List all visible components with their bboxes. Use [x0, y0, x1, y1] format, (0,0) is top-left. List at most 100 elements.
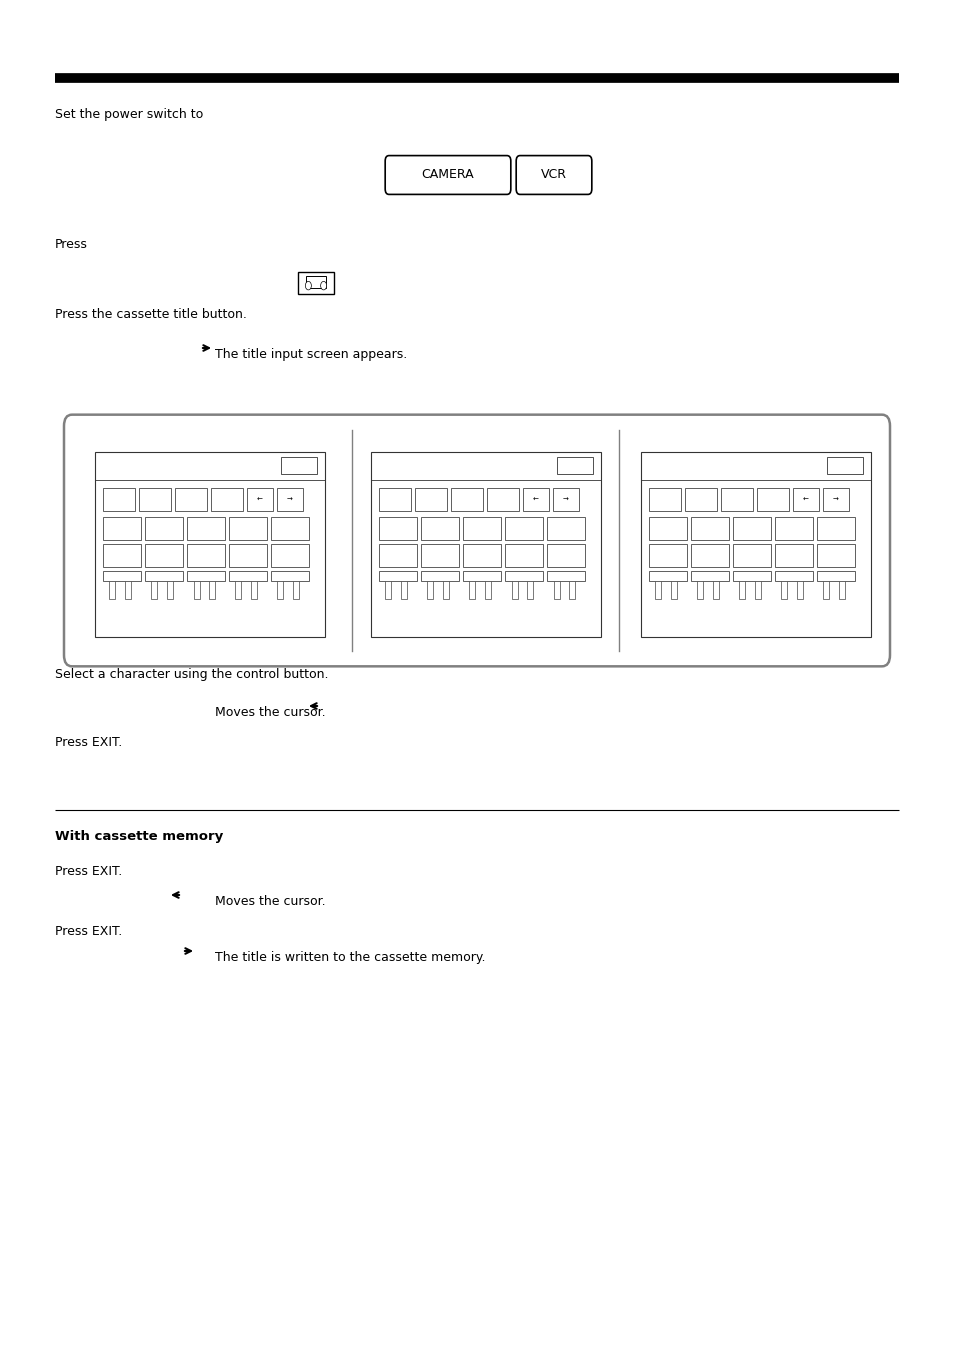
Bar — [378, 516, 416, 539]
Bar — [511, 581, 517, 599]
Bar — [522, 488, 548, 511]
Bar — [187, 544, 225, 566]
Circle shape — [305, 281, 311, 289]
Bar — [378, 488, 411, 511]
Text: →: → — [287, 496, 293, 503]
Bar — [229, 544, 267, 566]
Bar — [229, 516, 267, 539]
Bar — [209, 581, 214, 599]
Bar — [553, 488, 578, 511]
Bar — [103, 516, 141, 539]
Text: ←: ← — [802, 496, 808, 503]
Bar — [415, 488, 447, 511]
Bar — [526, 581, 532, 599]
Bar — [306, 276, 326, 288]
Bar — [568, 581, 574, 599]
Bar — [442, 581, 448, 599]
Text: Moves the cursor.: Moves the cursor. — [214, 706, 325, 719]
Bar — [167, 581, 172, 599]
Bar — [546, 544, 584, 566]
Bar — [720, 488, 752, 511]
Bar — [774, 544, 812, 566]
Bar — [187, 516, 225, 539]
Bar — [297, 272, 334, 293]
Bar — [732, 516, 770, 539]
Text: ←: ← — [533, 496, 538, 503]
Bar — [504, 516, 542, 539]
Bar — [486, 488, 518, 511]
Bar — [469, 581, 475, 599]
Text: Press the cassette title button.: Press the cassette title button. — [55, 308, 247, 320]
FancyBboxPatch shape — [385, 155, 510, 195]
Bar — [420, 516, 458, 539]
Bar — [546, 571, 584, 581]
Bar — [385, 581, 391, 599]
Bar — [145, 516, 183, 539]
Bar — [648, 571, 686, 581]
Bar — [648, 488, 680, 511]
Text: Press EXIT.: Press EXIT. — [55, 735, 122, 749]
Bar — [792, 488, 818, 511]
Bar — [462, 544, 500, 566]
Bar — [277, 581, 283, 599]
Bar — [110, 581, 115, 599]
Bar — [774, 571, 812, 581]
Bar — [754, 581, 760, 599]
Bar — [690, 571, 728, 581]
Bar — [125, 581, 131, 599]
Bar — [139, 488, 171, 511]
FancyBboxPatch shape — [516, 155, 591, 195]
Bar — [371, 452, 600, 637]
Bar — [462, 571, 500, 581]
Bar — [95, 452, 325, 637]
Bar — [690, 544, 728, 566]
Bar — [816, 516, 854, 539]
Bar — [655, 581, 660, 599]
Bar — [235, 581, 241, 599]
Bar — [420, 571, 458, 581]
Bar — [276, 488, 303, 511]
Bar — [822, 581, 828, 599]
Bar — [145, 571, 183, 581]
Bar — [462, 516, 500, 539]
Bar — [739, 581, 744, 599]
Bar — [774, 516, 812, 539]
Circle shape — [320, 281, 326, 289]
Bar — [271, 571, 309, 581]
Bar — [174, 488, 207, 511]
Bar — [781, 581, 786, 599]
Text: ←: ← — [256, 496, 263, 503]
Bar — [484, 581, 490, 599]
Bar — [732, 571, 770, 581]
Text: VCR: VCR — [540, 169, 566, 181]
Text: Press EXIT.: Press EXIT. — [55, 925, 122, 938]
Text: Select a character using the control button.: Select a character using the control but… — [55, 668, 328, 681]
Bar — [697, 581, 702, 599]
Bar — [247, 488, 273, 511]
Bar — [690, 516, 728, 539]
Text: The title input screen appears.: The title input screen appears. — [214, 347, 407, 361]
Bar — [712, 581, 718, 599]
Text: The title is written to the cassette memory.: The title is written to the cassette mem… — [214, 950, 485, 964]
Text: →: → — [562, 496, 568, 503]
Bar — [251, 581, 256, 599]
Bar — [211, 488, 243, 511]
Bar — [670, 581, 676, 599]
Bar — [281, 457, 316, 475]
Bar — [796, 581, 801, 599]
Text: →: → — [832, 496, 838, 503]
Bar — [420, 544, 458, 566]
Bar — [271, 516, 309, 539]
Bar — [557, 457, 593, 475]
Bar — [103, 544, 141, 566]
Bar — [145, 544, 183, 566]
Bar — [553, 581, 558, 599]
Bar — [229, 571, 267, 581]
Bar — [451, 488, 482, 511]
Text: With cassette memory: With cassette memory — [55, 830, 223, 844]
Bar — [504, 571, 542, 581]
Bar — [816, 544, 854, 566]
Bar — [684, 488, 717, 511]
Bar — [103, 488, 135, 511]
FancyBboxPatch shape — [64, 415, 889, 667]
